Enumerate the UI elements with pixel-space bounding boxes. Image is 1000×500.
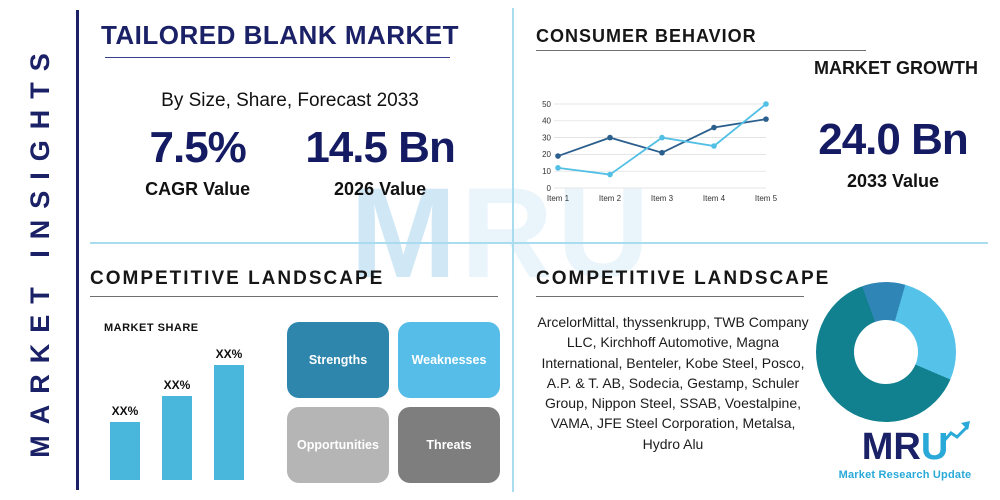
page-title: TAILORED BLANK MARKET bbox=[100, 20, 460, 50]
competitive-landscape-left-heading: COMPETITIVE LANDSCAPE bbox=[90, 268, 385, 289]
market-share-bar bbox=[162, 396, 192, 480]
competitive-landscape-right-heading: COMPETITIVE LANDSCAPE bbox=[536, 268, 831, 289]
svg-text:50: 50 bbox=[542, 100, 551, 109]
bar-label: XX% bbox=[163, 378, 191, 392]
competitive-landscape-left-underline bbox=[90, 296, 498, 297]
stat-2026: 14.5 Bn 2026 Value bbox=[305, 123, 456, 200]
logo-tagline: Market Research Update bbox=[838, 469, 972, 481]
market-share-bar bbox=[110, 422, 140, 480]
bar-column: XX% bbox=[110, 404, 140, 480]
vertical-divider bbox=[512, 8, 514, 492]
quadrant-competitive-right: COMPETITIVE LANDSCAPE ArcelorMittal, thy… bbox=[520, 256, 1000, 500]
svg-text:Item 1: Item 1 bbox=[547, 194, 570, 203]
swot-threats: Threats bbox=[398, 407, 500, 483]
horizontal-divider bbox=[90, 242, 988, 244]
logo-letter-u: U bbox=[920, 426, 949, 468]
svg-text:30: 30 bbox=[542, 133, 551, 142]
watermark-logo: MRU bbox=[350, 170, 654, 298]
swot-opportunities: Opportunities bbox=[287, 407, 389, 483]
market-share-bar-chart: XX% XX% XX% bbox=[110, 342, 244, 480]
page-subtitle: By Size, Share, Forecast 2033 bbox=[161, 90, 419, 111]
quadrant-consumer-behavior: CONSUMER BEHAVIOR MARKET GROWTH 0 10 20 30 4… bbox=[520, 0, 1000, 240]
svg-text:20: 20 bbox=[542, 150, 551, 159]
market-share-title: MARKET SHARE bbox=[104, 322, 199, 334]
svg-text:40: 40 bbox=[542, 117, 551, 126]
quadrant-competitive-left: COMPETITIVE LANDSCAPE MARKET SHARE XX% X… bbox=[90, 256, 510, 500]
svg-text:Item 3: Item 3 bbox=[651, 194, 674, 203]
market-growth-heading: MARKET GROWTH bbox=[814, 58, 978, 78]
label-2033: 2033 Value bbox=[846, 171, 940, 191]
watermark-primary: M bbox=[350, 162, 461, 305]
mru-logo: MRU Market Research Update bbox=[820, 421, 990, 481]
sidebar-vertical-title: MARKET INSIGHTS bbox=[24, 42, 55, 458]
consumer-behavior-underline bbox=[536, 50, 866, 51]
bar-column: XX% bbox=[162, 378, 192, 480]
stat-2033: 24.0 Bn 2033 Value bbox=[798, 118, 988, 192]
watermark-secondary: RU bbox=[460, 162, 654, 305]
competitive-landscape-right-underline bbox=[536, 296, 804, 297]
logo-letter-r: R bbox=[893, 426, 921, 468]
line-chart: 0 10 20 30 40 50 Item 1 Item 2 Item 3 Item 4 Item … bbox=[542, 100, 778, 203]
consumer-behavior-heading: CONSUMER BEHAVIOR bbox=[536, 26, 757, 46]
cagr-value: 7.5% bbox=[149, 123, 247, 172]
value-2026: 14.5 Bn bbox=[305, 123, 456, 172]
bar-column: XX% bbox=[214, 347, 244, 480]
quadrant-title-stats: TAILORED BLANK MARKET By Size, Share, Fo… bbox=[90, 0, 510, 240]
market-share-bar bbox=[214, 365, 244, 480]
logo-letter-m: M bbox=[861, 426, 894, 468]
title-underline bbox=[105, 57, 450, 58]
stat-cagr: 7.5% CAGR Value bbox=[145, 126, 250, 200]
stats-row: 7.5% CAGR Value 14.5 Bn 2026 Value bbox=[90, 126, 510, 200]
bar-label: XX% bbox=[111, 404, 139, 418]
mru-logo-text: MRU bbox=[861, 421, 971, 468]
svg-text:0: 0 bbox=[547, 184, 552, 193]
company-list: ArcelorMittal, thyssenkrupp, TWB Company… bbox=[537, 314, 809, 452]
label-2026: 2026 Value bbox=[334, 179, 427, 199]
svg-text:Item 5: Item 5 bbox=[755, 194, 778, 203]
svg-text:Item 4: Item 4 bbox=[703, 194, 726, 203]
swot-grid: Strengths Weaknesses Opportunities Threa… bbox=[287, 322, 500, 483]
value-2033: 24.0 Bn bbox=[818, 115, 969, 164]
cagr-label: CAGR Value bbox=[145, 179, 251, 199]
donut-chart bbox=[816, 282, 956, 422]
bar-label: XX% bbox=[215, 347, 243, 361]
swot-weaknesses: Weaknesses bbox=[398, 322, 500, 398]
svg-text:10: 10 bbox=[542, 167, 551, 176]
logo-growth-arrow-icon bbox=[942, 421, 971, 443]
swot-strengths: Strengths bbox=[287, 322, 389, 398]
sidebar-divider-line bbox=[76, 10, 79, 490]
svg-text:Item 2: Item 2 bbox=[599, 194, 622, 203]
